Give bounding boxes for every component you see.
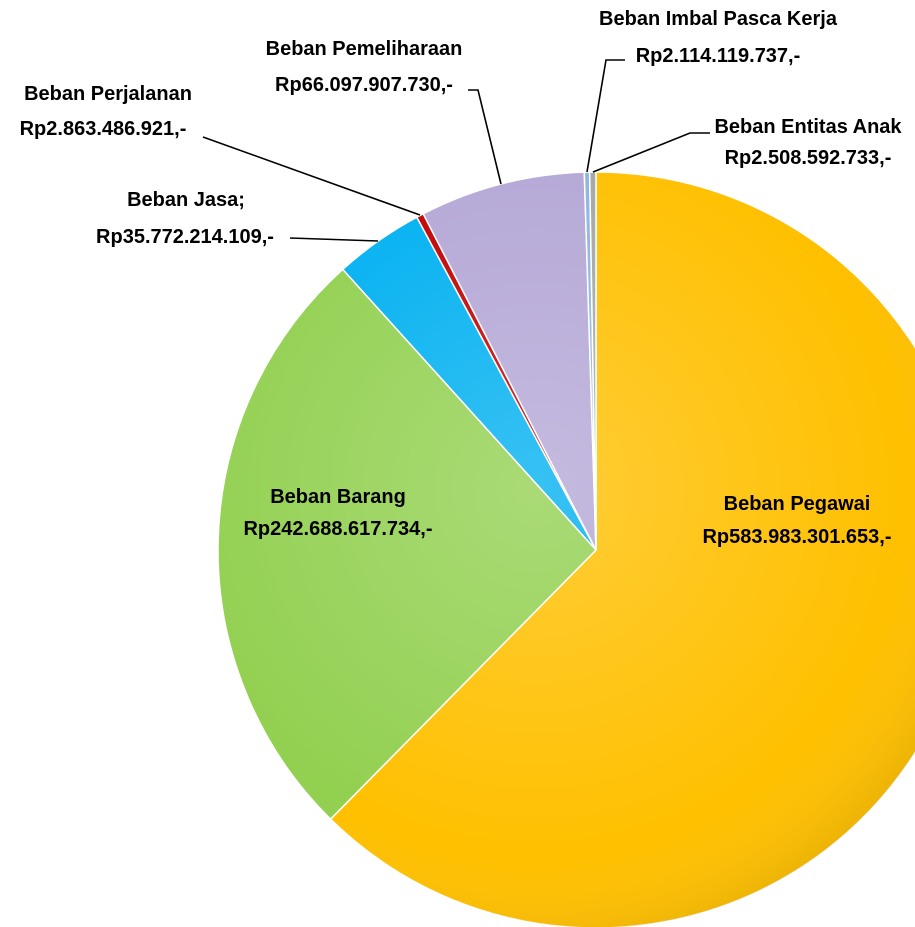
pie-slices	[217, 171, 915, 927]
label-beban-barang-value: Rp242.688.617.734,-	[243, 518, 432, 540]
leader-line-beban-perjalanan	[202, 136, 421, 216]
label-beban-perjalanan-value: Rp2.863.486.921,-	[20, 118, 187, 140]
label-beban-imbal-pasca-kerja-name: Beban Imbal Pasca Kerja	[599, 8, 838, 30]
label-beban-pemeliharaan-value: Rp66.097.907.730,-	[275, 74, 453, 96]
leader-line-beban-entitas-anak	[592, 132, 710, 173]
label-beban-imbal-pasca-kerja-value: Rp2.114.119.737,-	[636, 45, 801, 67]
label-beban-pegawai-name: Beban Pegawai	[724, 493, 871, 515]
leader-line-beban-imbal-pasca-kerja	[586, 59, 625, 173]
label-beban-entitas-anak-value: Rp2.508.592.733,-	[725, 147, 892, 169]
label-beban-pegawai-value: Rp583.983.301.653,-	[702, 526, 891, 548]
leader-line-beban-jasa	[289, 237, 379, 242]
label-beban-entitas-anak-name: Beban Entitas Anak	[714, 116, 902, 138]
leader-line-beban-pemeliharaan	[468, 89, 502, 185]
label-beban-jasa-name: Beban Jasa;	[127, 189, 245, 211]
label-beban-jasa-value: Rp35.772.214.109,-	[96, 226, 274, 248]
label-beban-perjalanan-name: Beban Perjalanan	[24, 83, 192, 105]
label-beban-pemeliharaan-name: Beban Pemeliharaan	[266, 38, 463, 60]
label-beban-barang-name: Beban Barang	[270, 486, 406, 508]
leader-lines	[202, 59, 710, 242]
